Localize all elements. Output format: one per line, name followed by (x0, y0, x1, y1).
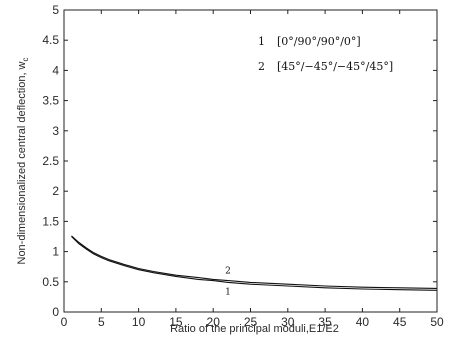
curve-label-1: 1 (225, 287, 231, 297)
y-tick-label: 4.5 (42, 33, 59, 47)
x-axis-label: Ratio of the principal moduli,E1/E2 (170, 323, 339, 335)
x-tick-label: 10 (132, 315, 146, 329)
x-tick-label: 35 (318, 315, 332, 329)
x-tick-label: 45 (393, 315, 407, 329)
legend-entry-1: [0°/90°/90°/0°] (277, 35, 361, 48)
tick-layer: 0 5 10 15 20 25 30 35 40 45 5000.511.522.533.544.5… (42, 3, 444, 329)
x-tick-label: 25 (244, 315, 258, 329)
x-tick-label: 40 (356, 315, 370, 329)
x-tick-label: 50 (430, 315, 444, 329)
legend-entry-2: [45°/−45°/−45°/45°] (277, 60, 393, 73)
y-axis-label: Non-dimensionalized central deflection, … (16, 58, 30, 265)
y-axis-label-subscript: c (21, 58, 30, 62)
series-layer (71, 235, 438, 291)
y-tick-label: 2.5 (42, 154, 59, 168)
x-tick-label: 0 (61, 315, 68, 329)
x-tick-label: 15 (169, 315, 183, 329)
series-line-2 (71, 235, 438, 289)
x-tick-label: 20 (207, 315, 221, 329)
y-tick-label: 4 (52, 63, 59, 77)
y-tick-label: 1 (52, 245, 59, 259)
plot-area-frame (63, 9, 438, 313)
y-tick-label: 5 (52, 3, 59, 17)
series-line-1 (71, 236, 438, 291)
y-tick-label: 0 (52, 305, 59, 319)
y-tick-label: 2 (52, 184, 59, 198)
legend: 1 [0°/90°/90°/0°] 2 [45°/−45°/−45°/45°] (258, 35, 393, 73)
y-tick-label: 0.5 (42, 275, 59, 289)
legend-number-1: 1 (258, 35, 265, 48)
curve-label-2: 2 (225, 266, 231, 276)
y-tick-label: 1.5 (42, 214, 59, 228)
x-tick-label: 5 (98, 315, 105, 329)
legend-number-2: 2 (258, 60, 265, 73)
y-tick-label: 3.5 (42, 94, 59, 108)
x-tick-label: 30 (281, 315, 295, 329)
y-axis-label-text: Non-dimensionalized central deflection, … (16, 61, 28, 264)
y-tick-label: 3 (52, 124, 59, 138)
